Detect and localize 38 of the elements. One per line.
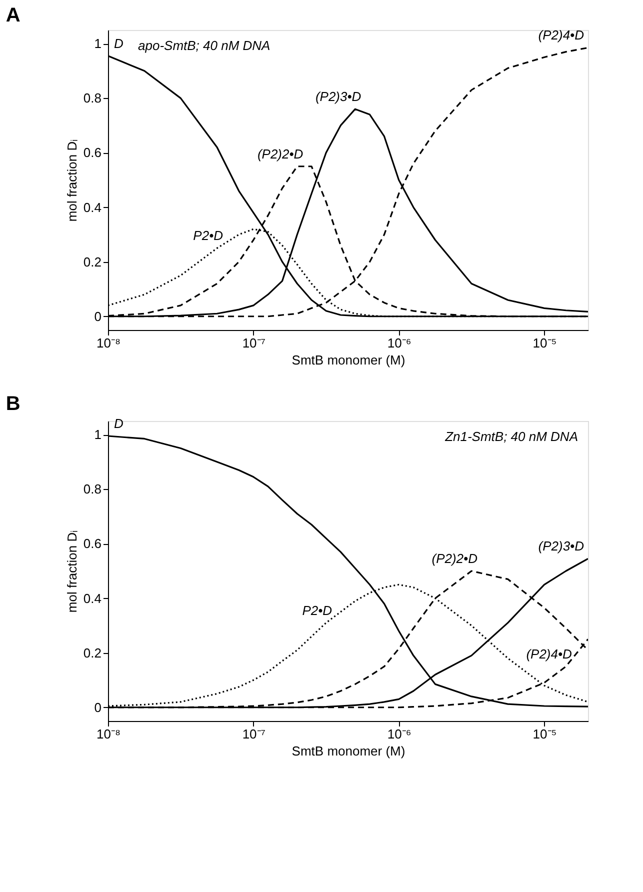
series-label: D (114, 416, 124, 431)
series-label: P2•D (193, 228, 224, 244)
x-tick-label: 10⁻⁸ (96, 726, 120, 742)
x-tick-label: 10⁻⁶ (387, 336, 412, 350)
y-tick-label: 0.6 (83, 145, 102, 160)
series-label: (P2)4•D (526, 646, 572, 662)
y-tick-label: 0.6 (83, 536, 102, 552)
x-tick-label: 10⁻⁵ (532, 726, 557, 742)
x-tick-label: 10⁻⁸ (96, 336, 120, 350)
y-tick-label: 0.2 (83, 254, 102, 270)
annotation: apo-SmtB; 40 nM DNA (138, 38, 270, 53)
annotation: Zn1-SmtB; 40 nM DNA (444, 429, 578, 444)
y-tick-label: 1 (94, 36, 102, 52)
y-tick-label: 0.4 (83, 200, 102, 215)
x-tick-label: 10⁻⁵ (532, 336, 557, 350)
y-tick-label: 0 (94, 308, 102, 324)
y-axis-title: mol fraction Dᵢ (64, 139, 80, 222)
y-tick-label: 1 (94, 427, 102, 442)
y-tick-label: 0.2 (83, 645, 102, 660)
series-label: (P2)3•D (315, 89, 362, 104)
y-tick-label: 0.8 (83, 90, 102, 106)
series-label: P2•D (302, 602, 332, 618)
x-tick-label: 10⁻⁷ (242, 726, 266, 742)
x-tick-label: 10⁻⁷ (242, 336, 266, 350)
chart-title: A (6, 4, 20, 27)
x-axis-title: SmtB monomer (M) (292, 744, 406, 758)
y-tick-label: 0.8 (83, 482, 102, 497)
y-tick-label: 0 (94, 700, 102, 715)
y-tick-label: 0.4 (83, 590, 102, 606)
x-tick-label: 10⁻⁶ (387, 726, 412, 742)
series-label: (P2)2•D (257, 146, 304, 162)
series-label: (P2)2•D (432, 551, 478, 566)
series-label: D (114, 36, 124, 51)
x-axis-title: SmtB monomer (M) (292, 352, 406, 368)
series-label: (P2)3•D (538, 538, 584, 554)
y-axis-title: mol fraction Dᵢ (64, 530, 80, 613)
series-label: (P2)4•D (538, 28, 584, 43)
chart-title: B (6, 393, 20, 415)
